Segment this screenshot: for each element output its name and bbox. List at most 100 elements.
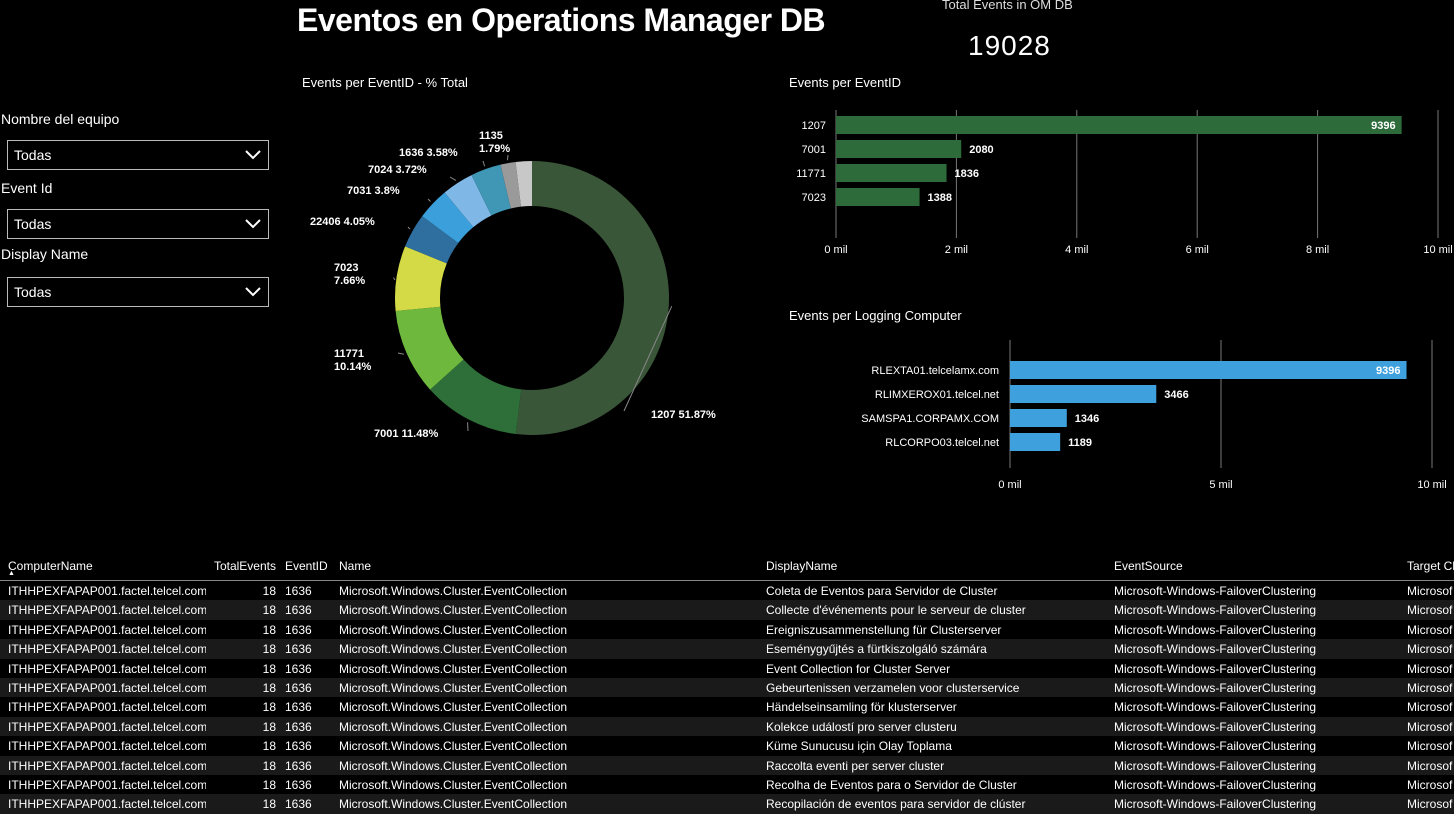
category-label: 7023 [802, 192, 826, 204]
bar-7023[interactable] [836, 188, 920, 206]
column-header-name[interactable]: Name [339, 559, 759, 573]
bar-7001[interactable] [836, 140, 961, 158]
cell-eventsource: Microsoft-Windows-FailoverClustering [1114, 720, 1399, 734]
data-label: 1189 [1068, 437, 1092, 449]
category-label: 7001 [802, 144, 826, 156]
slicer-displayname-dropdown[interactable]: Todas [7, 277, 269, 307]
x-tick-label: 10 mil [1423, 244, 1452, 256]
data-label: 3466 [1164, 389, 1188, 401]
cell-target: Microsof [1407, 759, 1454, 773]
cell-totalevents: 18 [206, 681, 276, 695]
cell-totalevents: 18 [206, 700, 276, 714]
donut-data-label-7001: 7001 11.48% [374, 428, 438, 440]
slicer-computer-dropdown[interactable]: Todas [7, 140, 269, 170]
cell-eventid: 1636 [285, 720, 333, 734]
column-header-totalevents[interactable]: TotalEvents [206, 559, 276, 573]
cell-computername: ITHHPEXFAPAP001.factel.telcel.com [8, 739, 206, 753]
cell-name: Microsoft.Windows.Cluster.EventCollectio… [339, 739, 759, 753]
bar-RLIMXEROX01.telcel.net[interactable] [1010, 385, 1156, 403]
cell-displayname: Küme Sunucusu için Olay Toplama [766, 739, 1106, 753]
cell-target: Microsof [1407, 584, 1454, 598]
bar-eventid-title: Events per EventID [789, 75, 901, 90]
cell-name: Microsoft.Windows.Cluster.EventCollectio… [339, 642, 759, 656]
donut-leader-line [450, 177, 456, 180]
column-header-target[interactable]: Target Cl [1407, 559, 1454, 573]
category-label: RLIMXEROX01.telcel.net [875, 389, 999, 401]
slicer-computer-value: Todas [14, 147, 51, 163]
donut-slice-1207[interactable] [516, 161, 669, 435]
column-header-eventid[interactable]: EventID [285, 559, 333, 573]
donut-data-label-1207: 1207 51.87% [651, 409, 716, 421]
cell-eventid: 1636 [285, 584, 333, 598]
column-header-displayname[interactable]: DisplayName [766, 559, 1106, 573]
cell-displayname: Coleta de Eventos para Servidor de Clust… [766, 584, 1106, 598]
cell-displayname: Event Collection for Cluster Server [766, 662, 1106, 676]
donut-leader-line [398, 353, 404, 354]
data-label: 9396 [1376, 365, 1400, 377]
cell-target: Microsof [1407, 603, 1454, 617]
cell-displayname: Gebeurtenissen verzamelen voor clusterse… [766, 681, 1106, 695]
table-header: ▲ ComputerName TotalEvents EventID Name … [0, 555, 1454, 581]
cell-computername: ITHHPEXFAPAP001.factel.telcel.com [8, 584, 206, 598]
column-header-computername[interactable]: ComputerName [8, 559, 206, 573]
cell-totalevents: 18 [206, 759, 276, 773]
cell-eventsource: Microsoft-Windows-FailoverClustering [1114, 642, 1399, 656]
x-tick-label: 4 mil [1065, 244, 1088, 256]
cell-target: Microsof [1407, 662, 1454, 676]
bar-RLEXTA01.telcelamx.com[interactable] [1010, 361, 1407, 379]
kpi-label: Total Events in OM DB [942, 0, 1073, 12]
bar-RLCORPO03.telcel.net[interactable] [1010, 433, 1060, 451]
category-label: RLCORPO03.telcel.net [885, 437, 999, 449]
cell-target: Microsof [1407, 797, 1454, 811]
data-label: 2080 [969, 144, 993, 156]
chevron-down-icon [244, 149, 262, 161]
cell-computername: ITHHPEXFAPAP001.factel.telcel.com [8, 797, 206, 811]
cell-totalevents: 18 [206, 797, 276, 811]
cell-name: Microsoft.Windows.Cluster.EventCollectio… [339, 603, 759, 617]
slicer-eventid-dropdown[interactable]: Todas [7, 209, 269, 239]
slicer-eventid-value: Todas [14, 216, 51, 232]
cell-eventsource: Microsoft-Windows-FailoverClustering [1114, 797, 1399, 811]
category-label: RLEXTA01.telcelamx.com [871, 365, 999, 377]
cell-eventid: 1636 [285, 642, 333, 656]
column-header-eventsource[interactable]: EventSource [1114, 559, 1399, 573]
cell-eventsource: Microsoft-Windows-FailoverClustering [1114, 662, 1399, 676]
slicer-label-computer: Nombre del equipo [1, 111, 119, 127]
cell-totalevents: 18 [206, 603, 276, 617]
cell-displayname: Händelseinsamling för klusterserver [766, 700, 1106, 714]
bar-SAMSPA1.CORPAMX.COM[interactable] [1010, 409, 1067, 427]
cell-displayname: Eseménygyűjtés a fürtkiszolgáló számára [766, 642, 1106, 656]
bar-computer-title: Events per Logging Computer [789, 308, 962, 323]
donut-data-label-7031: 7031 3.8% [347, 185, 400, 197]
donut-leader-line [507, 155, 508, 160]
cell-displayname: Recopilación de eventos para servidor de… [766, 797, 1106, 811]
cell-eventid: 1636 [285, 662, 333, 676]
cell-totalevents: 18 [206, 642, 276, 656]
donut-leader-line [393, 278, 395, 280]
donut-data-label-7024: 7024 3.72% [368, 164, 427, 176]
cell-eventsource: Microsoft-Windows-FailoverClustering [1114, 739, 1399, 753]
bar-11771[interactable] [836, 164, 947, 182]
cell-target: Microsof [1407, 739, 1454, 753]
x-tick-label: 5 mil [1209, 479, 1232, 491]
bar-1207[interactable] [836, 116, 1402, 134]
cell-computername: ITHHPEXFAPAP001.factel.telcel.com [8, 623, 206, 637]
chevron-down-icon [244, 286, 262, 298]
cell-name: Microsoft.Windows.Cluster.EventCollectio… [339, 584, 759, 598]
